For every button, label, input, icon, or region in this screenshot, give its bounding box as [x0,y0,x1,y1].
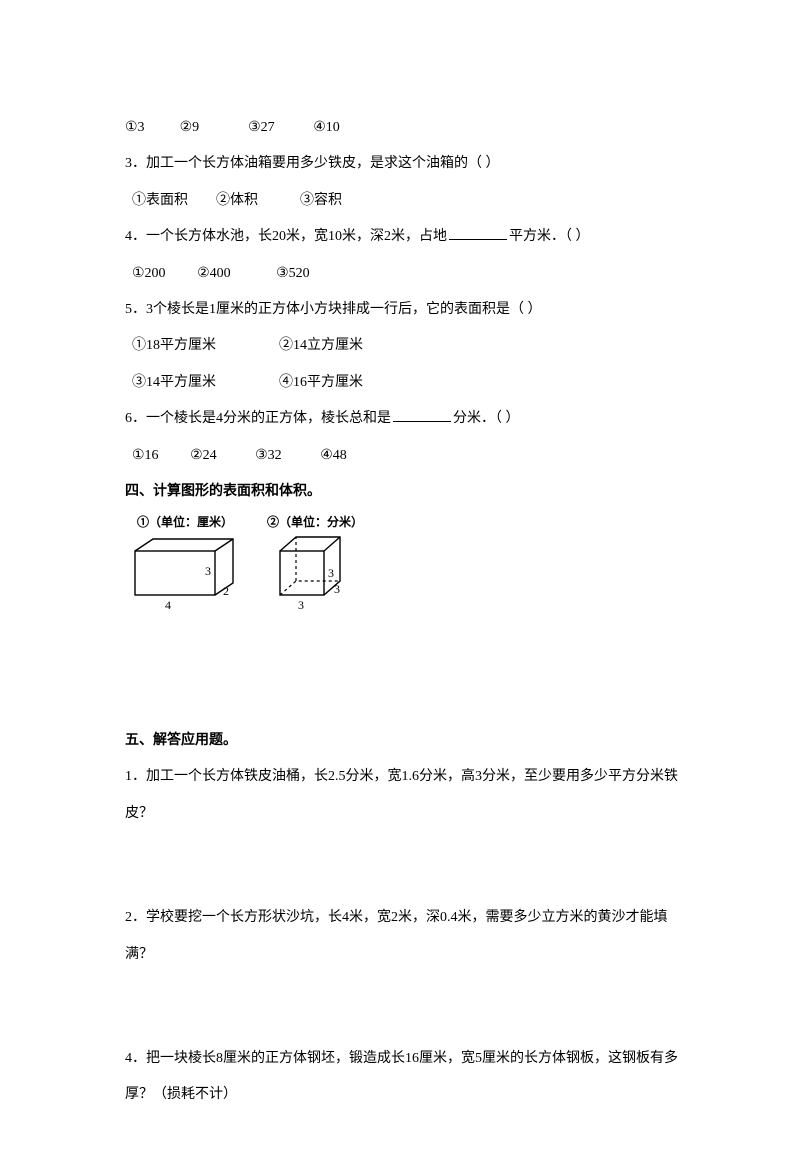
blank [393,407,451,422]
fig1-w: 4 [165,598,171,612]
opt: ③容积 [300,193,342,208]
opt: ④16平方厘米 [279,375,363,390]
blank [449,225,507,240]
problem2: 2．学校要挖一个长方形状沙坑，长4米，宽2米，深0.4米，需要多少立方米的黄沙才… [125,900,690,973]
opt: ①200 [132,266,166,281]
section4-title: 四、计算图形的表面积和体积。 [125,474,690,510]
opt: ①表面积 [132,193,188,208]
q2-options: ①3 ②9 ③27 ④10 [125,110,690,146]
q3-options: ①表面积 ②体积 ③容积 [125,183,690,219]
q4-text: 4．一个长方体水池，长20米，宽10米，深2米，占地 平方米．（ ） [125,219,690,255]
opt: ③14平方厘米 [132,375,216,390]
opt: ①18平方厘米 [132,338,216,353]
cube-icon: 3 3 3 [270,533,360,613]
problem1: 1．加工一个长方体铁皮油桶，长2.5分米，宽1.6分米，高3分米，至少要用多少平… [125,759,690,832]
opt: ③32 [255,448,282,463]
fig1-label: ①（单位：厘米） [137,514,233,531]
opt: ②24 [190,448,217,463]
opt: ②14立方厘米 [279,338,363,353]
q4-pre: 4．一个长方体水池，长20米，宽10米，深2米，占地 [125,229,447,244]
q5-text: 5．3个棱长是1厘米的正方体小方块排成一行后，它的表面积是（ ） [125,292,690,328]
opt: ④10 [313,120,340,135]
fig2-h: 3 [328,566,334,580]
opt: ②400 [197,266,231,281]
figure-row: ①（单位：厘米） 3 2 4 ②（单位：分米） 3 3 3 [125,514,690,613]
opt: ③27 [248,120,275,135]
figure-cuboid: ①（单位：厘米） 3 2 4 [125,514,245,613]
q4-post: 平方米．（ ） [509,229,590,244]
fig2-d: 3 [334,582,340,596]
opt: ①16 [132,448,159,463]
problem4: 4．把一块棱长8厘米的正方体钢坯，锻造成长16厘米，宽5厘米的长方体钢板，这钢板… [125,1041,690,1114]
q3-text: 3．加工一个长方体油箱要用多少铁皮，是求这个油箱的（ ） [125,146,690,182]
q5-options-row1: ①18平方厘米 ②14立方厘米 [125,328,690,364]
q6-options: ①16 ②24 ③32 ④48 [125,438,690,474]
fig2-w: 3 [298,598,304,612]
q4-options: ①200 ②400 ③520 [125,256,690,292]
q5-options-row2: ③14平方厘米 ④16平方厘米 [125,365,690,401]
fig2-label: ②（单位：分米） [267,514,363,531]
opt: ③520 [276,266,310,281]
opt: ④48 [320,448,347,463]
q6-post: 分米．（ ） [453,411,520,426]
figure-cube: ②（单位：分米） 3 3 3 [267,514,363,613]
q6-text: 6．一个棱长是4分米的正方体，棱长总和是 分米．（ ） [125,401,690,437]
opt: ②9 [180,120,200,135]
opt: ①3 [125,120,145,135]
section5-title: 五、解答应用题。 [125,723,690,759]
opt: ②体积 [216,193,258,208]
fig1-h: 3 [205,564,211,578]
cuboid-icon: 3 2 4 [125,533,245,613]
fig1-d: 2 [223,584,229,598]
q6-pre: 6．一个棱长是4分米的正方体，棱长总和是 [125,411,391,426]
